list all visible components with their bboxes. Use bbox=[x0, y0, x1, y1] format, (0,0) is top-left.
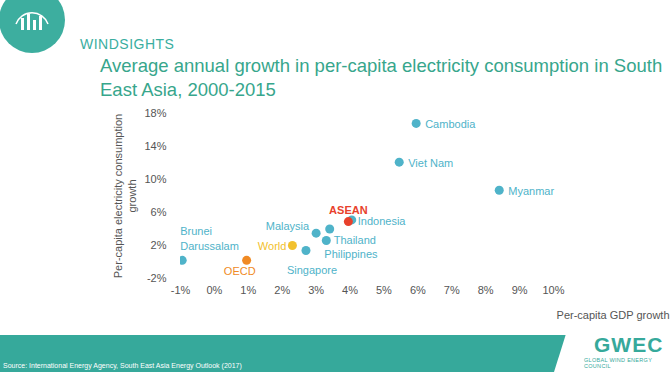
svg-text:10%: 10% bbox=[542, 284, 564, 296]
svg-text:2%: 2% bbox=[274, 284, 290, 296]
svg-text:9%: 9% bbox=[512, 284, 528, 296]
svg-text:Myanmar: Myanmar bbox=[508, 185, 554, 197]
svg-text:Philippines: Philippines bbox=[324, 248, 378, 260]
html-text:Source: International Energy A: Source: International Energy Agency, Sou… bbox=[3, 362, 242, 369]
html-text:GLOBAL WIND ENERGY COUNCIL: GLOBAL WIND ENERGY COUNCIL bbox=[584, 357, 653, 369]
svg-text:4%: 4% bbox=[342, 284, 358, 296]
svg-text:14%: 14% bbox=[144, 140, 166, 152]
svg-text:18%: 18% bbox=[144, 107, 166, 119]
svg-text:World: World bbox=[258, 240, 287, 252]
svg-text:Viet Nam: Viet Nam bbox=[408, 157, 453, 169]
html-text:Per-capita electricity consump: Per-capita electricity consumption growt… bbox=[112, 113, 138, 279]
svg-text:-2%: -2% bbox=[147, 272, 167, 284]
svg-text:ASEAN: ASEAN bbox=[329, 204, 368, 216]
html-text:GWEC: GWEC bbox=[594, 333, 664, 356]
svg-text:1%: 1% bbox=[240, 284, 256, 296]
svg-text:0%: 0% bbox=[206, 284, 222, 296]
svg-text:OECD: OECD bbox=[224, 265, 256, 277]
svg-text:3%: 3% bbox=[308, 284, 324, 296]
svg-text:Thailand: Thailand bbox=[334, 234, 376, 246]
svg-text:Per-capita GDP growth: Per-capita GDP growth bbox=[557, 309, 670, 321]
svg-text:7%: 7% bbox=[444, 284, 460, 296]
svg-text:Singapore: Singapore bbox=[287, 264, 337, 276]
svg-text:BruneiDarussalam: BruneiDarussalam bbox=[180, 225, 239, 252]
svg-text:-1%: -1% bbox=[171, 284, 191, 296]
svg-text:6%: 6% bbox=[410, 284, 426, 296]
svg-text:6%: 6% bbox=[151, 206, 167, 218]
html-text:Average annual growth in per-c: Average annual growth in per-capita elec… bbox=[100, 55, 663, 100]
svg-text:Cambodia: Cambodia bbox=[425, 118, 476, 130]
svg-text:Malaysia: Malaysia bbox=[266, 220, 310, 232]
html-text:WINDSIGHTS: WINDSIGHTS bbox=[80, 36, 175, 52]
svg-text:5%: 5% bbox=[376, 284, 392, 296]
svg-text:10%: 10% bbox=[144, 173, 166, 185]
svg-text:8%: 8% bbox=[478, 284, 494, 296]
svg-text:Indonesia: Indonesia bbox=[358, 215, 407, 227]
svg-text:2%: 2% bbox=[151, 239, 167, 251]
